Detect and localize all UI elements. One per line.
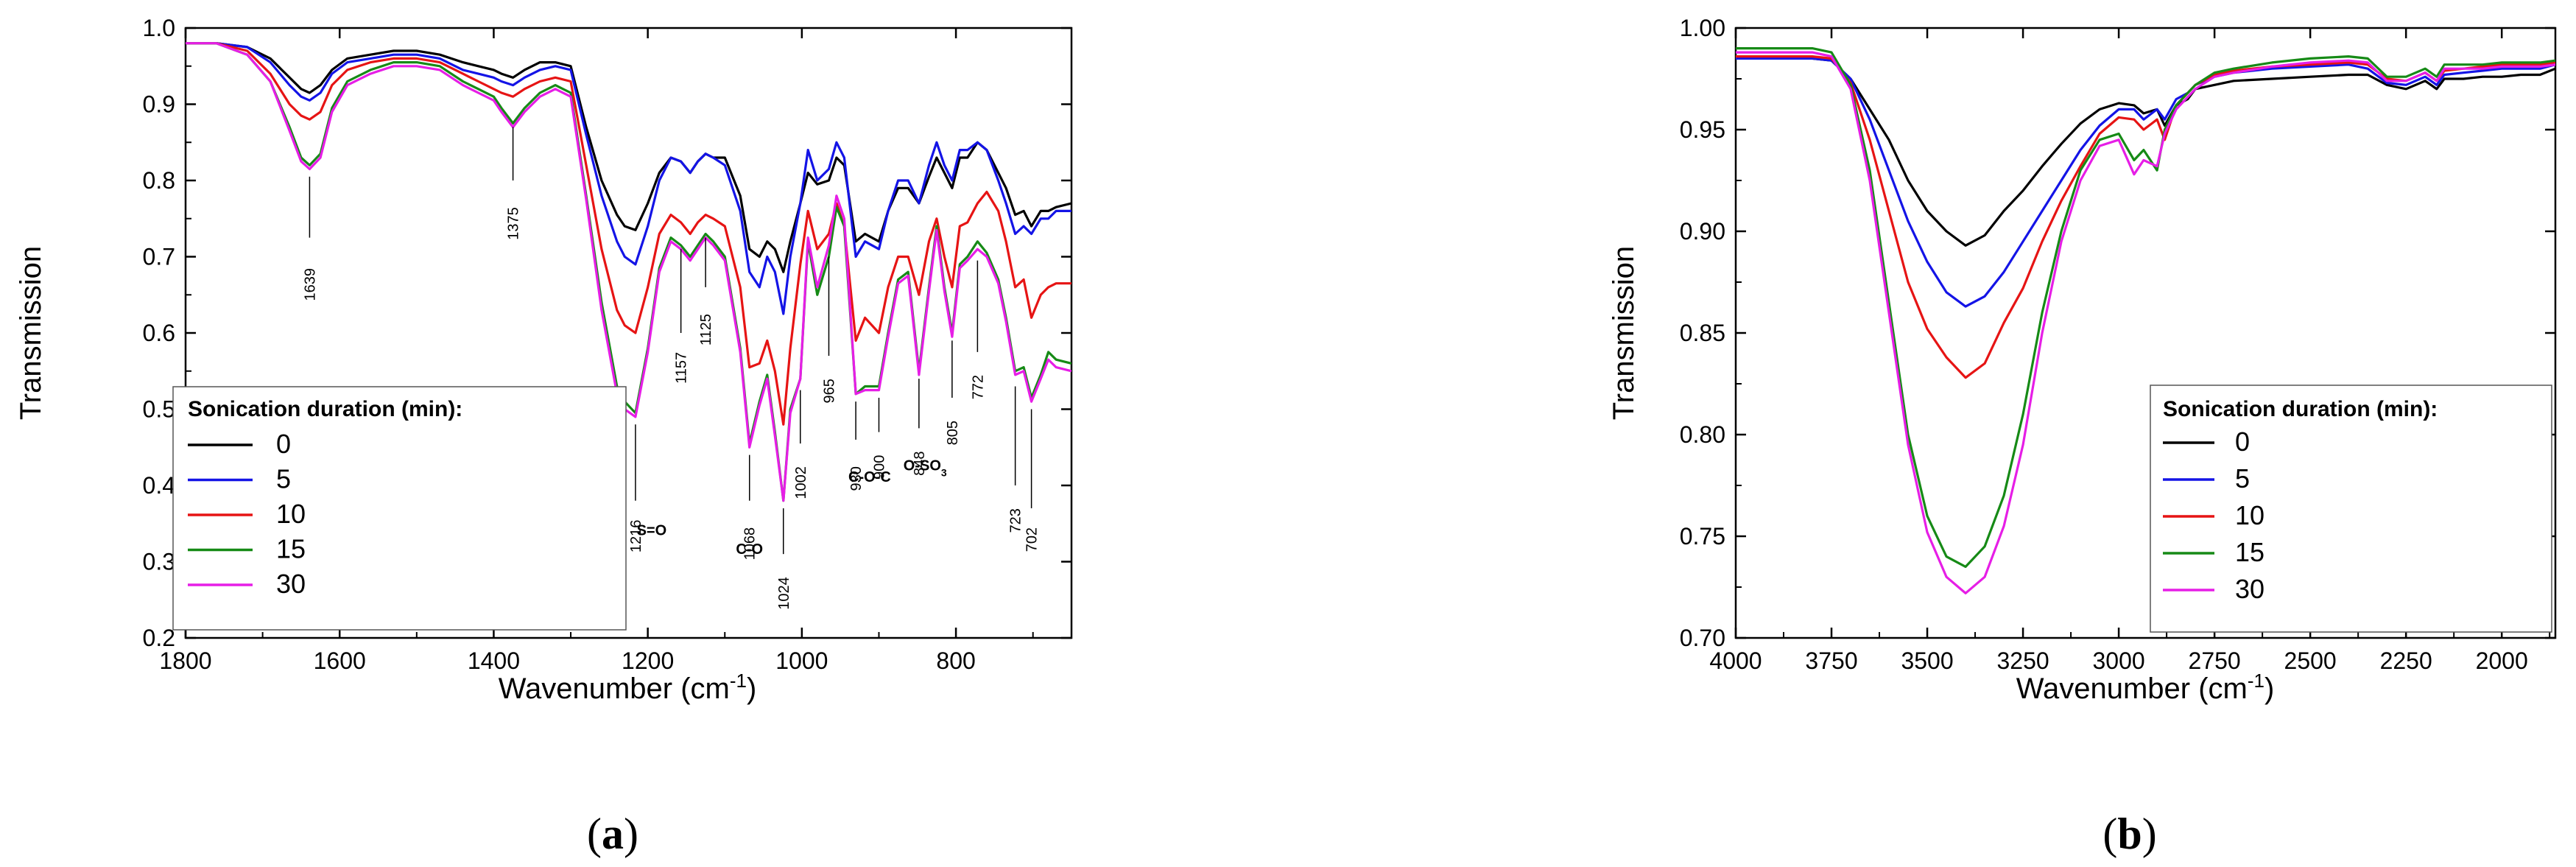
x-axis-label-superscript: -1 <box>2248 670 2264 692</box>
x-tick-label: 800 <box>936 647 975 674</box>
x-tick-label: 1400 <box>468 647 520 674</box>
legend-title: Sonication duration (min): <box>2163 397 2438 421</box>
legend-entry-5: 5 <box>276 464 291 494</box>
y-tick-label: 0.70 <box>1680 625 1725 651</box>
peak-label: 1002 <box>793 466 809 499</box>
y-tick-label: 1.0 <box>143 15 175 41</box>
series-line-5 <box>186 42 1071 315</box>
x-axis-label-close: ) <box>747 673 756 705</box>
y-tick-label: 0.7 <box>143 244 175 270</box>
y-axis-label: Transmission <box>1608 246 1640 420</box>
peak-label: 900 <box>871 455 887 480</box>
series-line-30 <box>1736 51 2555 594</box>
x-tick-label: 1000 <box>775 647 828 674</box>
legend-entry-30: 30 <box>2235 574 2264 604</box>
x-tick-label: 4000 <box>1709 647 1762 674</box>
series-line-10 <box>186 42 1071 426</box>
legend-entry-0: 0 <box>2235 427 2250 457</box>
y-tick-label: 0.8 <box>143 167 175 194</box>
y-tick-label: 0.2 <box>143 625 175 651</box>
series-group <box>186 42 1071 502</box>
peak-label: 723 <box>1008 508 1024 533</box>
peak-label: 965 <box>821 379 837 403</box>
legend-box <box>172 386 627 631</box>
legend: Sonication duration (min): 0 5 10 15 30 <box>172 386 627 631</box>
x-tick-label: 3000 <box>2092 647 2144 674</box>
peak-label: 772 <box>970 375 986 399</box>
legend-title: Sonication duration (min): <box>188 397 462 421</box>
legend-entry-30: 30 <box>276 569 306 599</box>
series-line-0 <box>186 42 1071 273</box>
y-tick-label: 0.3 <box>143 549 175 575</box>
peak-label: 848 <box>912 451 928 475</box>
peak-label: 702 <box>1024 527 1041 552</box>
peak-label: 1157 <box>674 352 690 384</box>
peak-label: 930 <box>848 466 865 491</box>
group-label: C-O <box>736 541 763 558</box>
y-tick-label: 0.85 <box>1680 320 1725 346</box>
x-axis-label: Wavenumber (cm-1) <box>499 670 757 705</box>
x-tick-label: 3250 <box>1996 647 2049 674</box>
x-tick-label: 1600 <box>314 647 366 674</box>
legend-entry-10: 10 <box>2235 500 2264 530</box>
group-label: C-O-C <box>848 469 891 485</box>
y-tick-label: 0.6 <box>143 320 175 346</box>
x-tick-label: 2500 <box>2284 647 2337 674</box>
y-tick-label: 0.80 <box>1680 421 1725 448</box>
legend-entry-0: 0 <box>276 429 291 459</box>
panel-label: (a) <box>587 810 638 858</box>
x-tick-label: 2750 <box>2189 647 2241 674</box>
peak-label: 1639 <box>302 268 318 301</box>
x-tick-label: 1800 <box>159 647 211 674</box>
panel-a-chart: 0.2 0.3 0.4 0.5 0.6 0.7 0.8 0.9 1.0 1800 1600 1400 1… <box>15 15 1073 858</box>
x-tick-label: 3750 <box>1805 647 1857 674</box>
x-axis-label: Wavenumber (cm-1) <box>2016 670 2275 705</box>
peak-label: 805 <box>945 421 961 445</box>
y-tick-label: 1.00 <box>1680 15 1725 41</box>
peak-label: 1375 <box>506 207 522 240</box>
panel-label-letter: b <box>2117 810 2142 858</box>
legend: Sonication duration (min): 0 5 10 15 30 <box>2150 385 2552 633</box>
panel-b-chart: 0.70 0.75 0.80 0.85 0.90 0.95 1.00 4000 3750 3500… <box>1608 15 2557 858</box>
panel-label-open: ( <box>587 810 602 858</box>
y-tick-label: 0.90 <box>1680 218 1725 245</box>
x-axis-label-superscript: -1 <box>730 670 747 692</box>
y-tick-label: 0.75 <box>1680 523 1725 550</box>
panel-label: (b) <box>2102 810 2156 858</box>
series-group <box>1736 46 2555 594</box>
peak-label: 1125 <box>698 314 714 345</box>
x-axis-label-close: ) <box>2264 673 2274 705</box>
panel-label-close: ) <box>2142 810 2157 858</box>
x-tick-label: 2000 <box>2476 647 2528 674</box>
panel-label-open: ( <box>2102 810 2117 858</box>
legend-entry-10: 10 <box>276 499 306 529</box>
y-axis-label: Transmission <box>15 246 47 420</box>
panel-label-close: ) <box>624 810 638 858</box>
peak-label: 1068 <box>742 527 759 561</box>
x-tick-label: 2250 <box>2380 647 2432 674</box>
legend-entry-5: 5 <box>2235 463 2250 494</box>
series-line-15 <box>1736 46 2555 569</box>
x-tick-label: 1200 <box>622 647 674 674</box>
group-label-subscript: 3 <box>941 466 947 478</box>
panel-label-letter: a <box>602 810 624 858</box>
series-line-10 <box>1736 55 2555 379</box>
y-tick-label: 0.9 <box>143 91 175 118</box>
y-tick-label: 0.95 <box>1680 116 1725 143</box>
legend-entry-15: 15 <box>276 534 306 564</box>
peak-label: 1216 <box>628 520 644 553</box>
series-line-5 <box>1736 57 2555 308</box>
y-tick-label: 0.5 <box>143 396 175 423</box>
group-label: S=O <box>637 522 667 538</box>
series-line-30 <box>186 42 1071 502</box>
peak-label: 1024 <box>776 577 792 610</box>
y-tick-label: 0.4 <box>143 472 175 499</box>
x-tick-label: 3500 <box>1901 647 1953 674</box>
legend-entry-15: 15 <box>2235 537 2264 567</box>
legend-box <box>2150 385 2552 633</box>
